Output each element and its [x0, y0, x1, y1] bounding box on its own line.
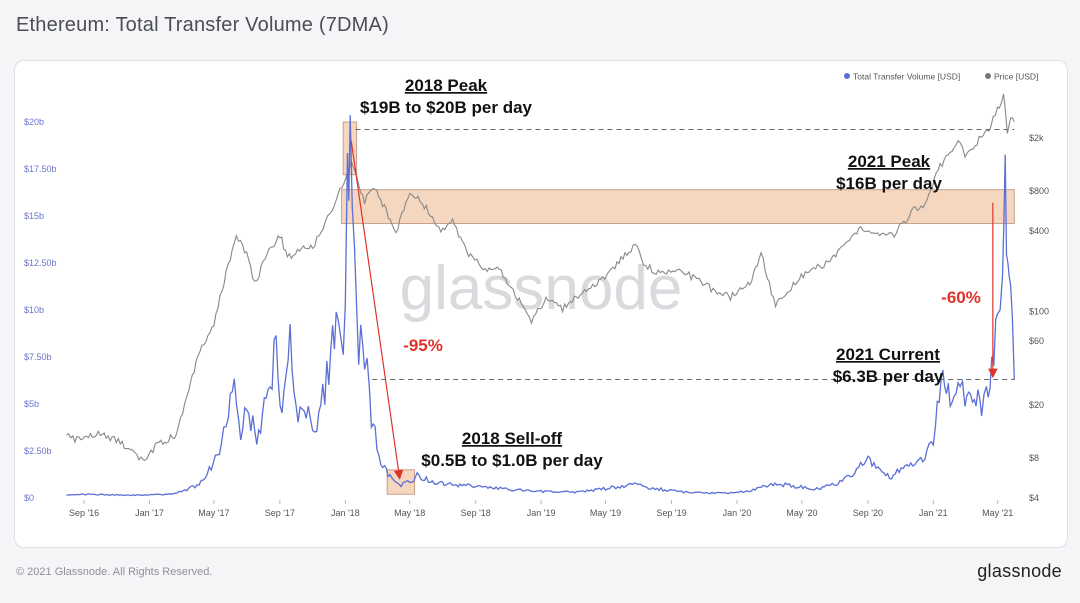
legend-volume-dot — [844, 73, 850, 79]
x-tick-label: Sep '19 — [656, 508, 686, 518]
x-tick-label: Jan '19 — [527, 508, 556, 518]
annotation-2021-current-subtitle: $6.3B per day — [833, 367, 944, 386]
y-axis-right: $2k $800 $400 $100 $60 $20 $8 $4 — [1029, 133, 1049, 503]
legend-price-label[interactable]: Price [USD] — [994, 72, 1038, 82]
price-series-line — [66, 93, 1015, 461]
highlight-band-2021-peak — [341, 189, 1015, 225]
y-right-tick-label: $400 — [1029, 226, 1049, 236]
legend: Total Transfer Volume [USD] Price [USD] — [844, 72, 1038, 82]
y-left-tick-label: $17.50b — [24, 164, 57, 174]
chart-svg: glassnode Total Transfer Volume [USD] Pr… — [24, 72, 1049, 519]
x-tick-label: Jan '20 — [723, 508, 752, 518]
y-left-tick-label: $0 — [24, 493, 34, 503]
x-axis: Sep '16 Jan '17 May '17 Sep '17 Jan '18 May '… — [69, 500, 1013, 518]
drawdown-arrow-2018 — [350, 140, 404, 480]
y-left-tick-label: $20b — [24, 117, 44, 127]
x-tick-label: Sep '16 — [69, 508, 99, 518]
volume-series-line — [66, 115, 1015, 497]
x-tick-label: May '18 — [394, 508, 425, 518]
y-right-tick-label: $20 — [1029, 400, 1044, 410]
annotation-2018-selloff-subtitle: $0.5B to $1.0B per day — [421, 451, 603, 470]
annotation-2018-selloff-title: 2018 Sell-off — [462, 429, 562, 448]
y-left-tick-label: $7.50b — [24, 352, 52, 362]
annotation-2021-current-title: 2021 Current — [836, 345, 940, 364]
y-left-tick-label: $10b — [24, 305, 44, 315]
annotation-2021-peak-title: 2021 Peak — [848, 152, 931, 171]
x-tick-label: Sep '17 — [265, 508, 295, 518]
annotation-drawdown-60: -60% — [941, 288, 981, 307]
x-tick-label: May '19 — [590, 508, 621, 518]
x-tick-label: May '21 — [982, 508, 1013, 518]
watermark: glassnode — [400, 254, 683, 323]
y-right-tick-label: $800 — [1029, 186, 1049, 196]
x-tick-label: Jan '18 — [331, 508, 360, 518]
y-right-tick-label: $2k — [1029, 133, 1044, 143]
y-right-tick-label: $8 — [1029, 453, 1039, 463]
annotation-2018-peak-subtitle: $19B to $20B per day — [360, 98, 533, 117]
y-axis-left: $0 $2.50b $5b $7.50b $10b $12.50b $15b $17.50b $… — [24, 117, 57, 503]
y-left-tick-label: $2.50b — [24, 446, 52, 456]
x-tick-label: Sep '18 — [461, 508, 491, 518]
annotation-drawdown-95: -95% — [403, 336, 443, 355]
footer-copyright: © 2021 Glassnode. All Rights Reserved. — [16, 566, 213, 578]
annotation-2018-peak-title: 2018 Peak — [405, 76, 488, 95]
footer-logo[interactable]: glassnode — [977, 561, 1062, 581]
y-left-tick-label: $15b — [24, 211, 44, 221]
y-right-tick-label: $4 — [1029, 493, 1039, 503]
y-right-tick-label: $100 — [1029, 307, 1049, 317]
legend-price-dot — [985, 73, 991, 79]
legend-volume-label[interactable]: Total Transfer Volume [USD] — [853, 72, 960, 82]
x-tick-label: May '20 — [786, 508, 817, 518]
page-title: Ethereum: Total Transfer Volume (7DMA) — [16, 14, 389, 36]
x-tick-label: Jan '21 — [919, 508, 948, 518]
y-left-tick-label: $5b — [24, 399, 39, 409]
x-tick-label: May '17 — [198, 508, 229, 518]
annotation-2021-peak-subtitle: $16B per day — [836, 174, 942, 193]
y-right-tick-label: $60 — [1029, 336, 1044, 346]
chart-card: glassnode Total Transfer Volume [USD] Pr… — [14, 60, 1068, 548]
y-left-tick-label: $12.50b — [24, 258, 57, 268]
x-tick-label: Jan '17 — [135, 508, 164, 518]
x-tick-label: Sep '20 — [853, 508, 883, 518]
